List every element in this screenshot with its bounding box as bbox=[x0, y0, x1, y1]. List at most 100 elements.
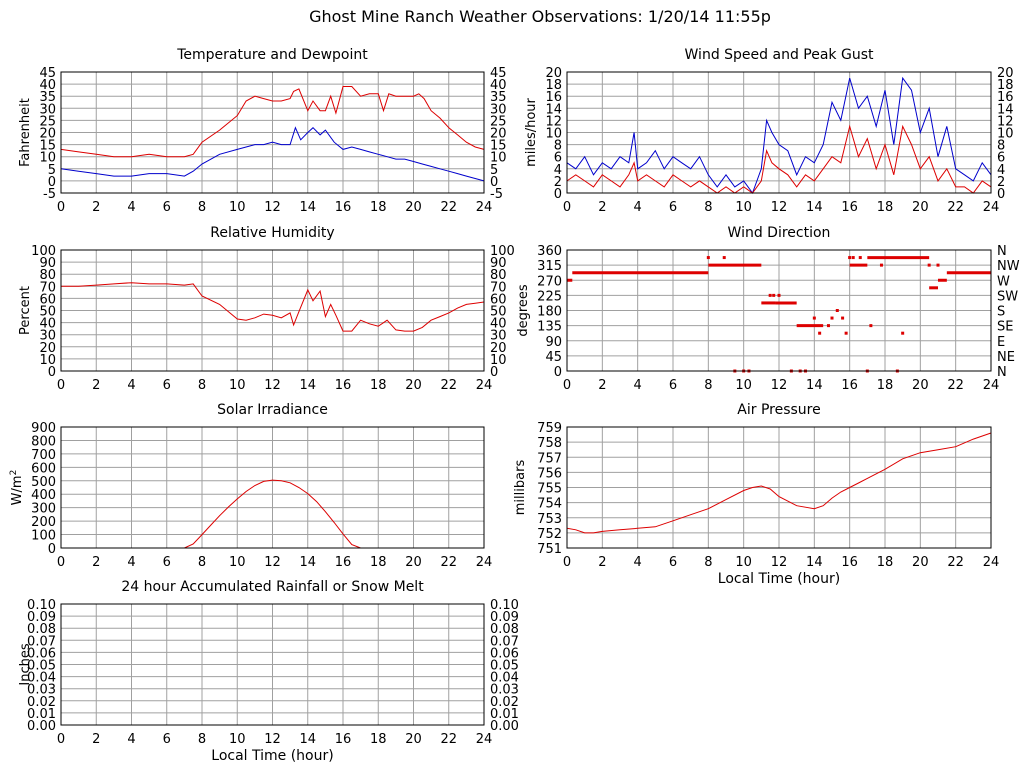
temp-y-tick-label-right: 20 bbox=[490, 127, 507, 142]
humidity-x-tick-label: 18 bbox=[370, 378, 387, 393]
humidity-x-tick-label: 22 bbox=[440, 378, 457, 393]
direction-x-tick-label: 0 bbox=[563, 378, 571, 393]
pressure-x-axis-label: Local Time (hour) bbox=[718, 571, 840, 587]
temp-x-tick-label: 4 bbox=[127, 200, 135, 215]
direction-point bbox=[848, 256, 852, 260]
direction-y-tick-label: 225 bbox=[537, 289, 562, 304]
wind-y-tick-label-right: 16 bbox=[997, 90, 1014, 105]
pressure-y-axis-label: millibars bbox=[513, 460, 528, 516]
rain-x-tick-label: 12 bbox=[264, 732, 281, 747]
rain-x-tick-label: 22 bbox=[440, 732, 457, 747]
direction-point bbox=[844, 331, 848, 335]
direction-x-tick-label: 10 bbox=[735, 378, 752, 393]
wind-y-tick-label: 16 bbox=[545, 90, 562, 105]
direction-point bbox=[869, 324, 873, 328]
rain-y-tick-label: 0.09 bbox=[27, 610, 56, 625]
direction-point bbox=[841, 316, 845, 320]
direction-point bbox=[835, 309, 839, 312]
pressure-y-tick-label: 754 bbox=[537, 497, 562, 512]
direction-x-tick-label: 20 bbox=[912, 378, 929, 393]
wind-y-tick-label-right: 6 bbox=[997, 151, 1005, 166]
pressure-y-tick-label: 752 bbox=[537, 527, 562, 542]
direction-y-tick-label: 270 bbox=[537, 274, 562, 289]
solar-y-tick-label: 600 bbox=[31, 461, 56, 476]
solar-x-tick-label: 24 bbox=[476, 555, 493, 570]
humidity-x-tick-label: 6 bbox=[163, 378, 171, 393]
direction-point bbox=[818, 331, 822, 335]
temp-y-tick-label: 5 bbox=[48, 163, 56, 178]
solar-y-tick-label: 400 bbox=[31, 488, 56, 503]
rain-y-tick-label-right: 0.03 bbox=[490, 683, 519, 698]
humidity-plot-frame bbox=[60, 249, 485, 372]
solar-x-tick-label: 6 bbox=[163, 555, 171, 570]
pressure-series-line-1 bbox=[566, 432, 992, 534]
humidity-y-tick-label-right: 20 bbox=[490, 341, 507, 356]
temp-x-tick-label: 12 bbox=[264, 200, 281, 215]
humidity-y-tick-label: 80 bbox=[39, 268, 56, 283]
direction-y-tick-label: 360 bbox=[537, 244, 562, 259]
direction-compass-label: W bbox=[997, 274, 1010, 289]
solar-x-tick-label: 10 bbox=[229, 555, 246, 570]
wind-y-tick-label-right: 0 bbox=[997, 187, 1005, 202]
pressure-x-tick-label: 24 bbox=[983, 555, 1000, 570]
humidity-x-tick-label: 10 bbox=[229, 378, 246, 393]
rain-y-tick-label-right: 0.00 bbox=[490, 719, 519, 734]
humidity-y-tick-label-right: 60 bbox=[490, 292, 507, 307]
pressure-x-tick-label: 2 bbox=[598, 555, 606, 570]
direction-compass-label: SW bbox=[997, 289, 1018, 304]
solar-x-tick-label: 18 bbox=[370, 555, 387, 570]
wind-y-tick-label: 8 bbox=[554, 139, 562, 154]
wind-y-tick-label-right: 10 bbox=[997, 127, 1014, 142]
wind-x-tick-label: 4 bbox=[634, 200, 642, 215]
solar-y-axis-label: W/m2 bbox=[9, 470, 25, 506]
wind-x-tick-label: 20 bbox=[912, 200, 929, 215]
pressure-y-tick-label: 759 bbox=[537, 421, 562, 436]
direction-point bbox=[722, 256, 726, 260]
wind-series-line-2 bbox=[566, 124, 992, 194]
direction-y-axis-label: degrees bbox=[516, 284, 531, 337]
direction-compass-label: SE bbox=[997, 320, 1013, 335]
solar-y-tick-label: 800 bbox=[31, 434, 56, 449]
direction-compass-label: N bbox=[997, 244, 1007, 259]
direction-point bbox=[858, 256, 862, 260]
humidity-y-tick-label: 20 bbox=[39, 341, 56, 356]
humidity-series-line-1 bbox=[61, 282, 485, 332]
rain-y-tick-label: 0.06 bbox=[27, 646, 56, 661]
direction-plot-frame bbox=[566, 249, 992, 372]
direction-y-tick-label: 0 bbox=[554, 365, 562, 380]
wind-x-tick-label: 14 bbox=[806, 200, 823, 215]
solar-x-tick-label: 20 bbox=[405, 555, 422, 570]
rain-x-tick-label: 20 bbox=[405, 732, 422, 747]
rain-y-tick-label: 0.03 bbox=[27, 683, 56, 698]
rain-y-tick-label-right: 0.10 bbox=[490, 598, 519, 613]
solar-y-tick-label: 200 bbox=[31, 515, 56, 530]
direction-title: Wind Direction bbox=[728, 225, 831, 241]
wind-y-tick-label-right: 8 bbox=[997, 139, 1005, 154]
temp-y-tick-label-right: 25 bbox=[490, 114, 507, 129]
rain-y-tick-label-right: 0.02 bbox=[490, 695, 519, 710]
solar-y-tick-label: 300 bbox=[31, 502, 56, 517]
temp-y-tick-label-right: 5 bbox=[490, 163, 498, 178]
wind-x-tick-label: 12 bbox=[771, 200, 788, 215]
rain-y-tick-label: 0.08 bbox=[27, 622, 56, 637]
temp-x-tick-label: 14 bbox=[299, 200, 316, 215]
direction-point bbox=[706, 256, 710, 260]
solar-x-tick-label: 16 bbox=[335, 555, 352, 570]
humidity-y-tick-label: 90 bbox=[39, 256, 56, 271]
temp-y-tick-label-right: 30 bbox=[490, 102, 507, 117]
direction-x-tick-label: 12 bbox=[771, 378, 788, 393]
temp-x-tick-label: 20 bbox=[405, 200, 422, 215]
pressure-x-tick-label: 0 bbox=[563, 555, 571, 570]
humidity-y-tick-label: 10 bbox=[39, 353, 56, 368]
rain-title: 24 hour Accumulated Rainfall or Snow Mel… bbox=[121, 579, 424, 595]
solar-x-tick-label: 4 bbox=[127, 555, 135, 570]
rain-y-tick-label: 0.04 bbox=[27, 671, 56, 686]
rain-y-tick-label: 0.07 bbox=[27, 634, 56, 649]
rain-y-tick-label-right: 0.08 bbox=[490, 622, 519, 637]
temp-y-tick-label: 25 bbox=[39, 114, 56, 129]
temp-y-tick-label: 40 bbox=[39, 78, 56, 93]
rain-plot-frame bbox=[60, 603, 485, 726]
solar-x-tick-label: 22 bbox=[440, 555, 457, 570]
